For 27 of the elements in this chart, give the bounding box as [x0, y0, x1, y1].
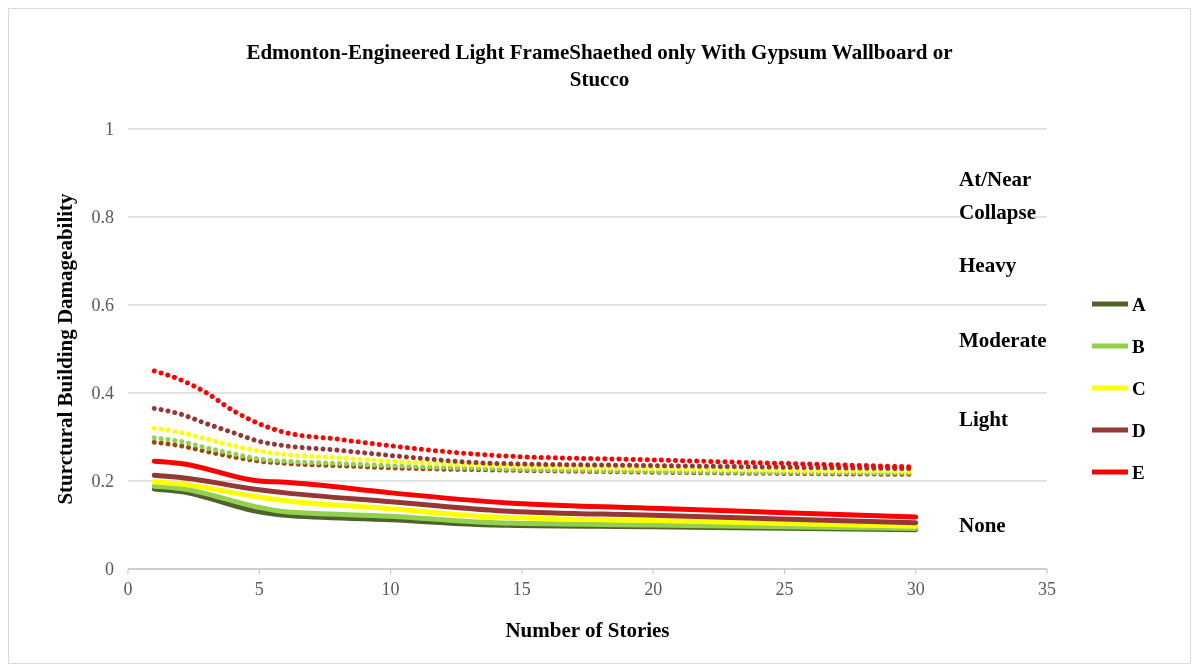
annotation: None: [959, 513, 1006, 537]
x-axis-title: Number of Stories: [505, 618, 670, 642]
annotation: Light: [959, 407, 1009, 432]
y-tick-label: 0.4: [91, 383, 114, 403]
x-tick-label: 35: [1038, 579, 1056, 599]
legend-label: C: [1132, 378, 1146, 399]
annotation: Moderate: [959, 328, 1047, 353]
y-tick-label: 0.6: [91, 295, 114, 315]
x-tick-label: 25: [775, 579, 794, 599]
chart-title: Edmonton-Engineered Light FrameShaethed only With Gypsum Wallboard or Stucco: [246, 40, 953, 91]
y-tick-label: 0: [105, 559, 114, 579]
legend-label: A: [1132, 294, 1146, 315]
x-tick-label: 0: [123, 579, 133, 599]
legend-label: B: [1132, 336, 1145, 357]
annotation: Heavy: [959, 253, 1017, 278]
legend-label: D: [1132, 420, 1146, 441]
x-tick-label: 10: [381, 579, 400, 599]
annotation: At/Near Collapse: [959, 167, 1037, 224]
x-tick-label: 5: [254, 579, 264, 599]
y-tick-label: 0.2: [91, 471, 114, 491]
y-axis-title: Sturctural Building Damageability: [53, 192, 77, 505]
x-tick-label: 15: [512, 579, 531, 599]
x-tick-label: 30: [906, 579, 925, 599]
x-tick-label: 20: [644, 579, 663, 599]
y-tick-label: 0.8: [91, 207, 114, 227]
y-tick-label: 1: [105, 119, 114, 139]
legend-label: E: [1132, 462, 1145, 483]
